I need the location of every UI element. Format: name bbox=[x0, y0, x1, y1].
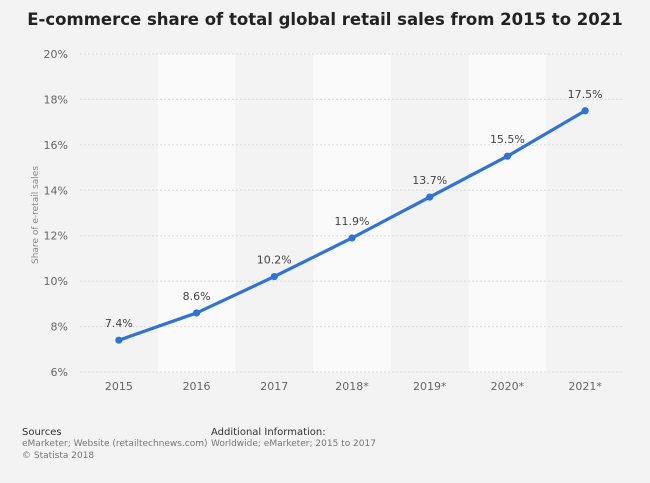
copyright-line: © Statista 2018 bbox=[22, 451, 95, 461]
data-point[interactable] bbox=[426, 193, 434, 201]
x-tick-label: 2019* bbox=[413, 380, 447, 393]
data-label: 15.5% bbox=[490, 133, 525, 146]
x-tick-label: 2018* bbox=[335, 380, 369, 393]
sources-line[interactable]: eMarketer; Website (retailtechnews.com) bbox=[22, 439, 208, 449]
y-axis-label: Share of e-retail sales bbox=[31, 166, 41, 264]
data-label: 10.2% bbox=[257, 254, 292, 267]
y-tick-label: 10% bbox=[44, 275, 68, 288]
y-tick-label: 14% bbox=[44, 184, 68, 197]
x-tick-label: 2021* bbox=[568, 380, 602, 393]
x-tick-label: 2015 bbox=[105, 380, 133, 393]
data-point[interactable] bbox=[581, 107, 589, 115]
plot-band bbox=[468, 54, 547, 372]
y-tick-label: 16% bbox=[44, 139, 68, 152]
chart-title: E-commerce share of total global retail … bbox=[27, 10, 623, 29]
additional-info-line: Worldwide; eMarketer; 2015 to 2017 bbox=[211, 439, 376, 449]
data-point[interactable] bbox=[270, 273, 278, 281]
data-labels: 7.4% 8.6% 10.2% 11.9% 13.7% 15.5% 17.5% bbox=[105, 88, 603, 330]
x-tick-label: 2020* bbox=[491, 380, 525, 393]
x-axis-ticks: 2015 2016 2017 2018* 2019* 2020* 2021* bbox=[105, 380, 603, 393]
data-label: 8.6% bbox=[183, 290, 211, 303]
y-tick-label: 12% bbox=[44, 230, 68, 243]
y-tick-label: 8% bbox=[51, 321, 68, 334]
data-points bbox=[115, 107, 589, 344]
plot-bands bbox=[157, 54, 547, 372]
additional-info-block: Additional Information: Worldwide; eMark… bbox=[211, 427, 376, 450]
data-point[interactable] bbox=[115, 336, 123, 344]
data-label: 7.4% bbox=[105, 317, 133, 330]
x-tick-label: 2017 bbox=[260, 380, 288, 393]
sources-heading: Sources bbox=[22, 427, 62, 438]
y-axis-ticks: 6% 8% 10% 12% 14% 16% 18% 20% bbox=[44, 48, 68, 379]
y-tick-label: 18% bbox=[44, 93, 68, 106]
sources-block: Sources eMarketer; Website (retailtechne… bbox=[22, 427, 208, 462]
data-label: 17.5% bbox=[568, 88, 603, 101]
data-label: 13.7% bbox=[412, 174, 447, 187]
y-tick-label: 6% bbox=[51, 366, 68, 379]
additional-info-heading: Additional Information: bbox=[211, 427, 326, 438]
data-point[interactable] bbox=[192, 309, 201, 317]
grid-lines bbox=[80, 53, 624, 373]
data-point[interactable] bbox=[503, 152, 512, 160]
y-tick-label: 20% bbox=[44, 48, 68, 61]
data-label: 11.9% bbox=[335, 215, 370, 228]
data-point[interactable] bbox=[348, 234, 356, 242]
plot-band bbox=[157, 54, 236, 372]
plot-band bbox=[313, 54, 391, 372]
x-tick-label: 2016 bbox=[183, 380, 211, 393]
